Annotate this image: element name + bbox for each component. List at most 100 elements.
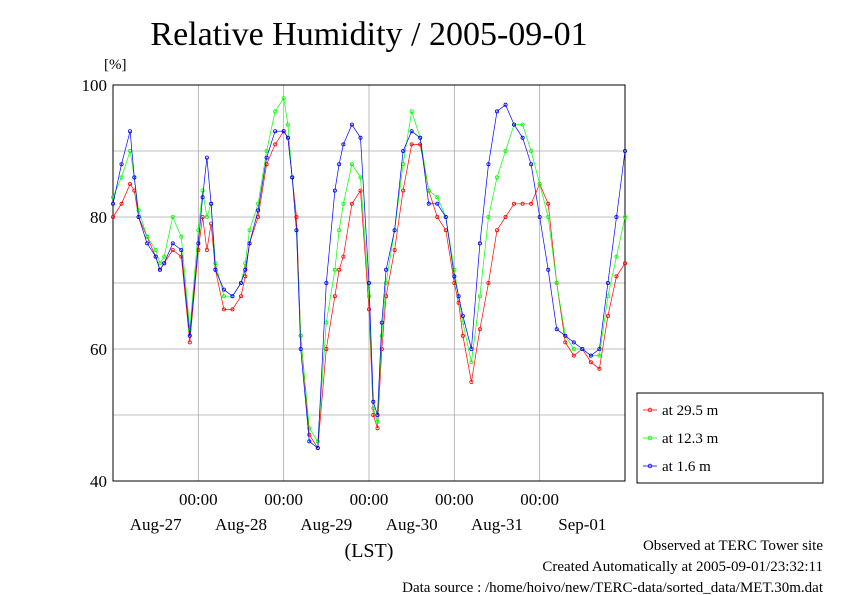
data-point (332, 267, 337, 272)
x-tick-date-label: Aug-28 (215, 515, 267, 534)
data-point (337, 267, 342, 272)
data-point (520, 135, 525, 140)
data-point (520, 122, 525, 127)
data-point (580, 346, 585, 351)
data-point (494, 175, 499, 180)
data-point (157, 261, 162, 266)
data-point (371, 406, 376, 411)
y-axis-ticks: 40 60 80 100 (82, 76, 108, 491)
x-tick-date-label: Aug-27 (130, 515, 182, 534)
data-point (264, 162, 269, 167)
annotation-source: Data source : /home/hoivo/new/TERC-data/… (402, 580, 824, 595)
y-tick-label: 100 (82, 76, 108, 95)
data-point (273, 129, 278, 134)
data-point (256, 201, 261, 206)
data-point (366, 280, 371, 285)
x-tick-date-label: Aug-31 (471, 515, 523, 534)
data-point (529, 201, 534, 206)
data-point (384, 294, 389, 299)
y-tick-label: 40 (90, 472, 107, 491)
data-point (264, 148, 269, 153)
data-point (452, 274, 457, 279)
legend-label: at 1.6 m (662, 459, 711, 475)
data-point (213, 267, 218, 272)
data-point (588, 353, 593, 358)
data-point (554, 280, 559, 285)
data-point (512, 122, 517, 127)
data-point (153, 247, 158, 252)
data-point (563, 340, 568, 345)
data-point (187, 340, 192, 345)
data-point (435, 214, 440, 219)
data-point (145, 234, 150, 239)
data-point (392, 247, 397, 252)
data-point (426, 201, 431, 206)
data-point (358, 135, 363, 140)
data-point (605, 280, 610, 285)
data-point (128, 129, 133, 134)
data-point (247, 241, 252, 246)
data-point (477, 327, 482, 332)
data-point (341, 201, 346, 206)
y-tick-label: 60 (90, 340, 107, 359)
data-point (486, 280, 491, 285)
legend-label: at 12.3 m (662, 431, 719, 447)
data-point (294, 228, 299, 233)
annotation-site: Observed at TERC Tower site (643, 538, 823, 554)
data-point (200, 188, 205, 193)
data-point (119, 201, 124, 206)
data-point (238, 294, 243, 299)
data-point (153, 254, 158, 259)
data-point (349, 162, 354, 167)
data-point (341, 254, 346, 259)
legend-label: at 29.5 m (662, 403, 719, 419)
data-point (337, 162, 342, 167)
legend-box (636, 392, 824, 484)
data-point (503, 102, 508, 107)
plot-frame (112, 84, 626, 482)
data-point (204, 247, 209, 252)
data-point (132, 175, 137, 180)
data-point (563, 333, 568, 338)
data-point (435, 201, 440, 206)
data-point (384, 267, 389, 272)
data-point (554, 327, 559, 332)
data-point (614, 274, 619, 279)
data-point (119, 162, 124, 167)
data-point (623, 214, 628, 219)
data-point (200, 195, 205, 200)
data-point (571, 340, 576, 345)
data-point (452, 267, 457, 272)
data-point (157, 267, 162, 272)
data-point (469, 379, 474, 384)
data-point (243, 274, 248, 279)
data-point (285, 122, 290, 127)
x-axis-label: (LST) (345, 540, 394, 562)
data-point (221, 294, 226, 299)
legend-swatch-marker (647, 463, 653, 469)
data-point (469, 346, 474, 351)
data-point (243, 267, 248, 272)
data-point (281, 96, 286, 101)
chart-title: Relative Humidity / 2005-09-01 (150, 16, 587, 53)
data-point (281, 129, 286, 134)
series-layer (111, 96, 628, 450)
data-point (597, 366, 602, 371)
data-point (379, 346, 384, 351)
data-point (366, 307, 371, 312)
data-point (435, 195, 440, 200)
data-point (469, 360, 474, 365)
data-point (384, 280, 389, 285)
legend-entries: at 29.5 m at 12.3 m at 1.6 m (643, 403, 719, 475)
data-point (332, 294, 337, 299)
data-point (409, 109, 414, 114)
data-point (247, 228, 252, 233)
data-point (477, 241, 482, 246)
data-point (623, 261, 628, 266)
data-point (546, 201, 551, 206)
data-point (614, 214, 619, 219)
data-point (238, 280, 243, 285)
data-point (136, 214, 141, 219)
data-point (307, 432, 312, 437)
data-point (349, 122, 354, 127)
